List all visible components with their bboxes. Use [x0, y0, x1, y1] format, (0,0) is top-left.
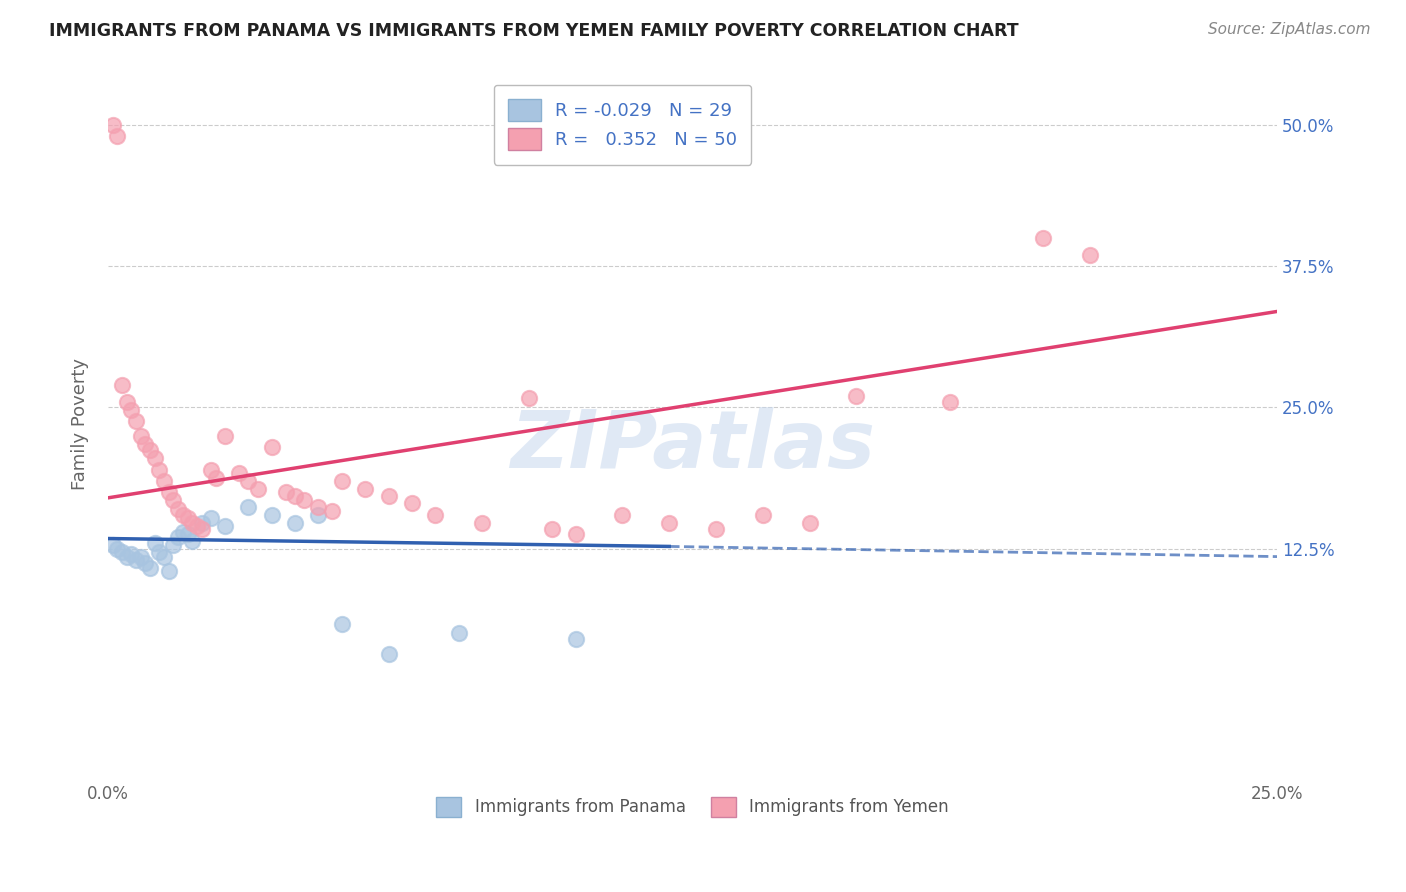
Point [148, 462, 170, 476]
Point [447, 626, 470, 640]
Text: IMMIGRANTS FROM PANAMA VS IMMIGRANTS FROM YEMEN FAMILY POVERTY CORRELATION CHART: IMMIGRANTS FROM PANAMA VS IMMIGRANTS FRO… [49, 22, 1019, 40]
Point [111, 545, 134, 559]
Point [284, 489, 307, 503]
Point [228, 466, 250, 480]
Point [939, 394, 962, 409]
Point [204, 470, 226, 484]
Point [162, 538, 184, 552]
Point [658, 516, 681, 530]
Point [517, 392, 540, 406]
Point [120, 547, 142, 561]
Point [612, 508, 634, 522]
Point [330, 474, 353, 488]
Point [125, 553, 148, 567]
Point [308, 508, 330, 522]
Point [541, 523, 564, 537]
Point [143, 451, 166, 466]
Point [176, 511, 198, 525]
Point [125, 414, 148, 428]
Legend: Immigrants from Panama, Immigrants from Yemen: Immigrants from Panama, Immigrants from … [429, 789, 957, 825]
Point [377, 647, 399, 661]
Point [308, 500, 330, 514]
Text: Source: ZipAtlas.com: Source: ZipAtlas.com [1208, 22, 1371, 37]
Point [377, 489, 399, 503]
Point [284, 516, 307, 530]
Point [157, 485, 180, 500]
Point [134, 436, 156, 450]
Point [401, 496, 423, 510]
Text: ZIPatlas: ZIPatlas [510, 407, 875, 484]
Point [1032, 231, 1054, 245]
Point [1078, 248, 1101, 262]
Point [181, 516, 204, 530]
Point [153, 549, 176, 564]
Point [190, 516, 212, 530]
Point [274, 485, 297, 500]
Point [101, 118, 124, 132]
Point [162, 493, 184, 508]
Point [105, 541, 128, 556]
Point [120, 402, 142, 417]
Point [425, 508, 447, 522]
Point [321, 504, 343, 518]
Point [799, 516, 821, 530]
Point [157, 564, 180, 578]
Point [129, 428, 152, 442]
Point [704, 523, 727, 537]
Point [115, 394, 138, 409]
Point [101, 538, 124, 552]
Point [564, 632, 586, 646]
Point [186, 519, 208, 533]
Point [260, 440, 283, 454]
Point [111, 377, 134, 392]
Point [139, 561, 162, 575]
Point [330, 617, 353, 632]
Point [238, 500, 260, 514]
Point [129, 549, 152, 564]
Point [143, 536, 166, 550]
Point [214, 428, 236, 442]
Point [172, 524, 194, 539]
Point [167, 530, 190, 544]
Point [190, 523, 212, 537]
Point [153, 474, 176, 488]
Point [214, 519, 236, 533]
Point [294, 493, 316, 508]
Point [200, 511, 222, 525]
Point [176, 527, 198, 541]
Y-axis label: Family Poverty: Family Poverty [72, 359, 89, 491]
Point [238, 474, 260, 488]
Point [139, 443, 162, 458]
Point [200, 462, 222, 476]
Point [564, 527, 586, 541]
Point [752, 508, 775, 522]
Point [172, 508, 194, 522]
Point [105, 129, 128, 144]
Point [246, 482, 269, 496]
Point [148, 545, 170, 559]
Point [845, 389, 868, 403]
Point [134, 557, 156, 571]
Point [115, 549, 138, 564]
Point [260, 508, 283, 522]
Point [181, 533, 204, 548]
Point [354, 482, 377, 496]
Point [471, 516, 494, 530]
Point [167, 502, 190, 516]
